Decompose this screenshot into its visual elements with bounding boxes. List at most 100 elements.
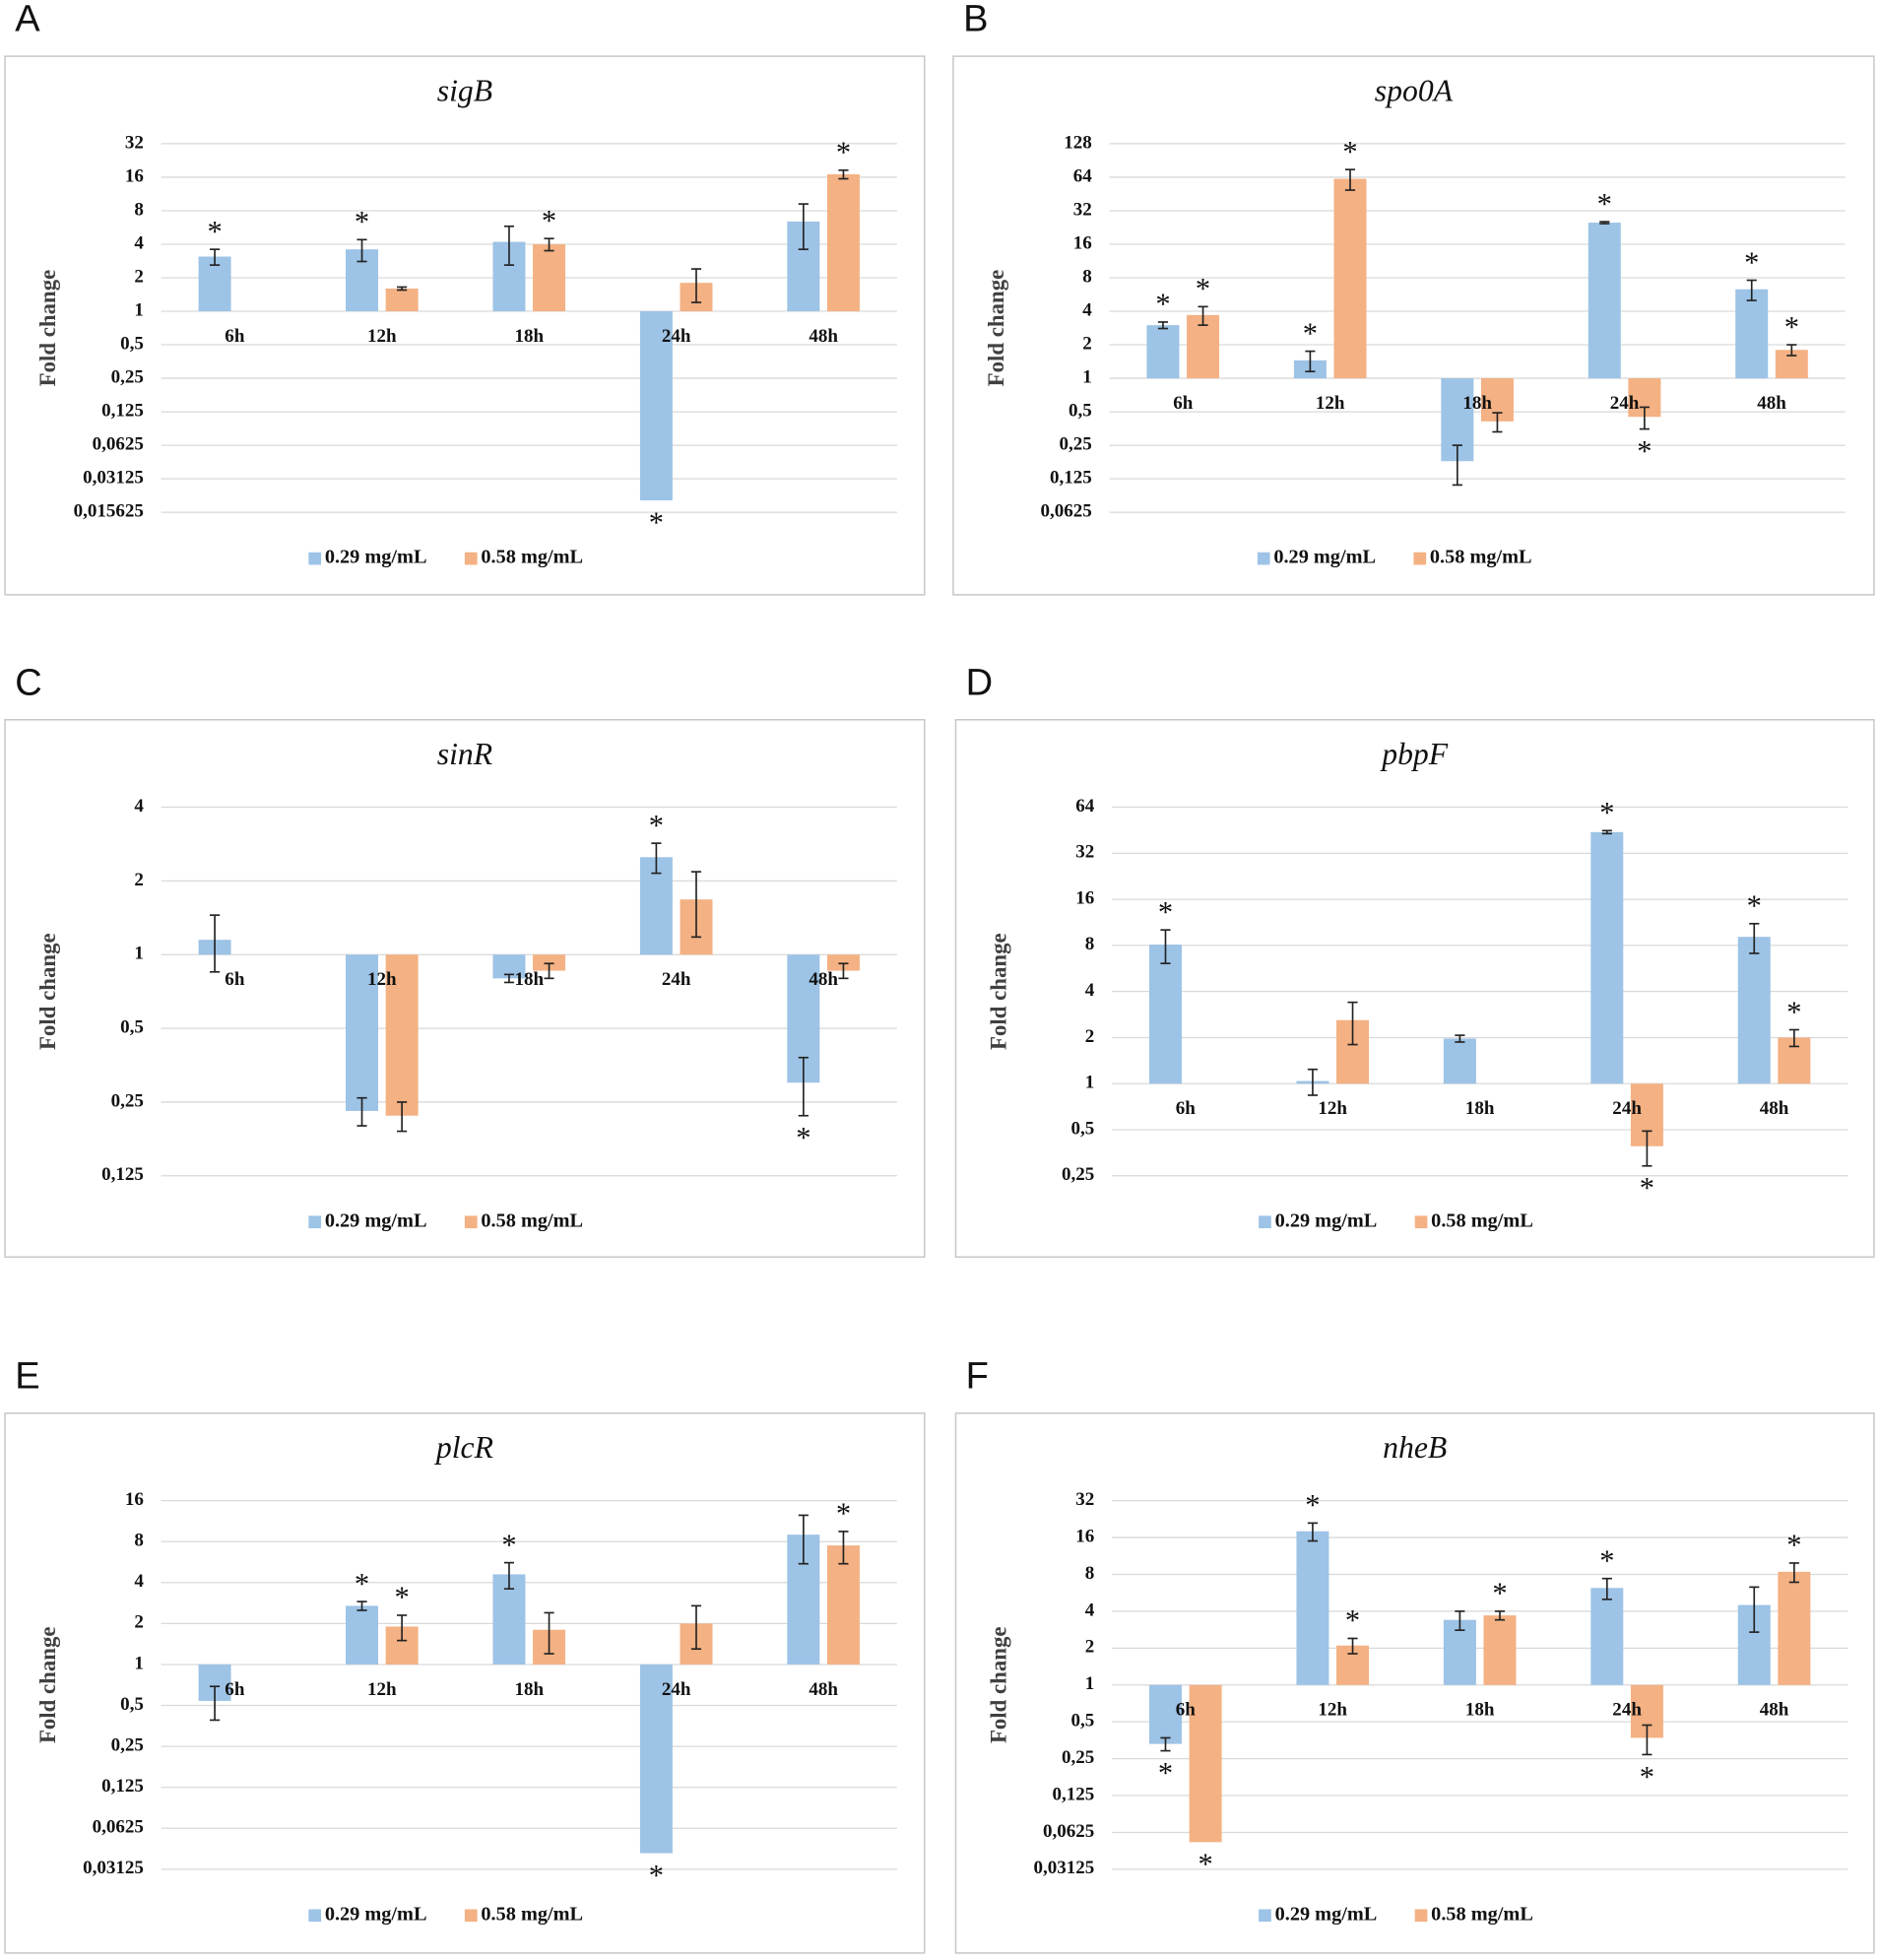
x-tick-label: 6h bbox=[1176, 1700, 1197, 1721]
bar bbox=[1737, 937, 1771, 1084]
y-tick-label: 128 bbox=[1064, 132, 1092, 153]
panel-letter: B bbox=[963, 0, 988, 40]
error-bar bbox=[1347, 1001, 1358, 1046]
y-tick-label: 1 bbox=[1085, 1673, 1095, 1694]
bar bbox=[826, 954, 860, 971]
y-tick-label: 8 bbox=[134, 1531, 144, 1551]
error-bar bbox=[1749, 922, 1760, 954]
y-axis-label: Fold change bbox=[35, 933, 60, 1050]
x-tick-label: 18h bbox=[514, 326, 544, 347]
y-tick-label: 64 bbox=[1075, 796, 1095, 817]
significance-mark: * bbox=[836, 136, 851, 169]
bar bbox=[1189, 1684, 1222, 1843]
y-tick-label: 2 bbox=[134, 1612, 144, 1633]
y-tick-label: 0,0625 bbox=[93, 433, 144, 454]
y-tick-label: 4 bbox=[134, 796, 144, 817]
error-bar bbox=[798, 1056, 809, 1117]
panel-border bbox=[954, 718, 1875, 1259]
y-tick-label: 4 bbox=[1085, 1600, 1095, 1620]
error-bar bbox=[1160, 1736, 1171, 1752]
x-tick-label: 18h bbox=[514, 1679, 544, 1700]
y-tick-label: 8 bbox=[1085, 1563, 1095, 1584]
significance-mark: * bbox=[1198, 1848, 1212, 1881]
bar bbox=[346, 954, 379, 1111]
y-tick-label: 0,5 bbox=[120, 1694, 144, 1715]
y-tick-label: 4 bbox=[1082, 299, 1092, 320]
significance-mark: * bbox=[1345, 1603, 1360, 1637]
x-tick-label: 24h bbox=[662, 969, 691, 990]
y-tick-label: 0,5 bbox=[1071, 1118, 1095, 1139]
error-bar bbox=[1599, 221, 1610, 225]
error-bar bbox=[397, 286, 408, 292]
y-tick-label: 32 bbox=[125, 132, 144, 153]
bar bbox=[1149, 945, 1182, 1084]
chart-title: sigB bbox=[437, 73, 492, 107]
panel-border bbox=[4, 1412, 926, 1954]
y-axis-label: Fold change bbox=[986, 1626, 1010, 1743]
x-tick-label: 48h bbox=[1760, 1700, 1789, 1721]
error-bar bbox=[1601, 1577, 1612, 1601]
error-bar bbox=[356, 1601, 367, 1611]
bar bbox=[826, 1545, 860, 1665]
error-bar bbox=[1788, 1028, 1799, 1048]
significance-mark: * bbox=[1155, 288, 1170, 321]
y-tick-label: 64 bbox=[1073, 165, 1093, 186]
y-tick-label: 0,03125 bbox=[1033, 1858, 1094, 1878]
error-bar bbox=[210, 914, 221, 973]
x-tick-label: 24h bbox=[1610, 393, 1640, 414]
significance-mark: * bbox=[1597, 187, 1612, 221]
x-tick-label: 24h bbox=[662, 326, 691, 347]
y-tick-label: 1 bbox=[134, 1653, 144, 1673]
bar bbox=[1587, 223, 1621, 379]
significance-mark: * bbox=[355, 1567, 369, 1601]
significance-mark: * bbox=[542, 204, 556, 237]
bar bbox=[1333, 178, 1367, 379]
significance-mark: * bbox=[649, 505, 664, 539]
y-tick-label: 0,03125 bbox=[83, 1858, 144, 1878]
y-tick-label: 0,5 bbox=[1069, 400, 1092, 421]
error-bar bbox=[1788, 1562, 1799, 1584]
x-tick-label: 12h bbox=[1318, 1098, 1347, 1119]
y-tick-label: 1 bbox=[134, 944, 144, 964]
bar bbox=[639, 311, 673, 501]
legend-swatch bbox=[1414, 1909, 1428, 1923]
legend-label: 0.29 mg/mL bbox=[1273, 547, 1376, 568]
error-bar bbox=[503, 225, 515, 266]
x-tick-label: 48h bbox=[1757, 393, 1786, 414]
x-tick-label: 6h bbox=[225, 969, 245, 990]
x-tick-label: 6h bbox=[225, 1679, 245, 1700]
y-tick-label: 0,25 bbox=[1062, 1747, 1094, 1768]
panel-letter: C bbox=[15, 662, 41, 703]
x-tick-label: 18h bbox=[1462, 393, 1492, 414]
error-bar bbox=[1305, 350, 1316, 373]
bar bbox=[826, 173, 860, 312]
y-tick-label: 0,5 bbox=[1071, 1711, 1095, 1731]
significance-mark: * bbox=[1744, 245, 1759, 279]
x-tick-label: 18h bbox=[1465, 1098, 1495, 1119]
significance-mark: * bbox=[649, 1859, 664, 1892]
error-bar bbox=[1642, 1130, 1652, 1167]
y-tick-label: 0,125 bbox=[1050, 467, 1092, 488]
error-bar bbox=[397, 1614, 408, 1642]
x-tick-label: 48h bbox=[1760, 1098, 1789, 1119]
error-bar bbox=[210, 1685, 221, 1722]
y-tick-label: 16 bbox=[125, 165, 144, 186]
significance-mark: * bbox=[1492, 1577, 1507, 1610]
x-tick-label: 12h bbox=[367, 969, 397, 990]
x-tick-label: 6h bbox=[225, 326, 245, 347]
y-tick-label: 2 bbox=[1082, 333, 1092, 354]
y-tick-label: 1 bbox=[134, 299, 144, 320]
y-tick-label: 0,25 bbox=[111, 366, 144, 387]
error-bar bbox=[544, 1611, 554, 1655]
significance-mark: * bbox=[1599, 1543, 1614, 1577]
y-tick-label: 4 bbox=[134, 232, 144, 253]
y-axis-label: Fold change bbox=[35, 1626, 60, 1743]
bar bbox=[1590, 1588, 1624, 1685]
error-bar bbox=[798, 203, 809, 250]
chart-title: sinR bbox=[437, 737, 492, 771]
error-bar bbox=[690, 1604, 702, 1651]
panel-border bbox=[4, 718, 926, 1259]
significance-mark: * bbox=[649, 809, 664, 842]
legend-swatch bbox=[308, 1215, 322, 1229]
